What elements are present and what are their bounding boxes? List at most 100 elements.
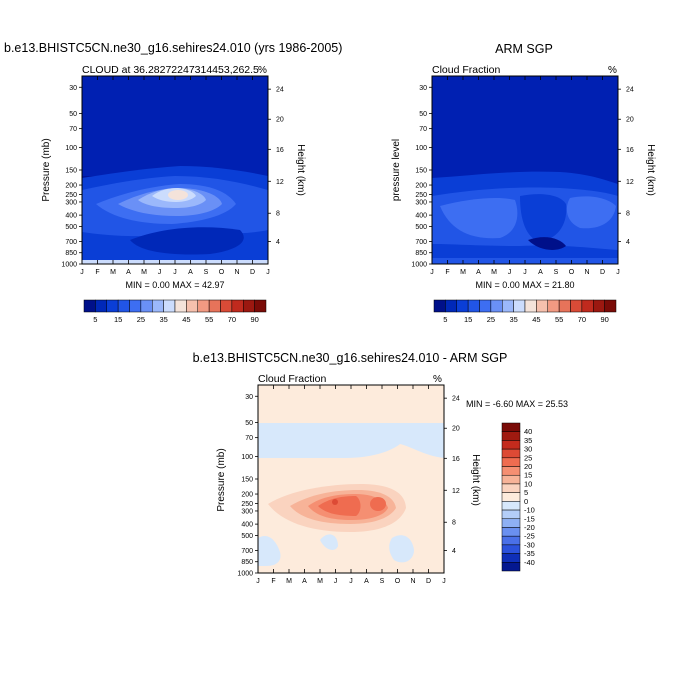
y-tick-label: 70 [419,126,427,133]
y-tick-label: 500 [415,224,427,231]
colorbar-label: 90 [250,315,258,324]
colorbar-label: 35 [509,315,517,324]
colorbar-swatch [501,527,521,537]
colorbar-label: 15 [464,315,472,324]
model-upper-field [82,76,268,176]
x-tick-label: S [380,578,385,585]
y-tick-label: 1000 [61,262,77,269]
obs-plot-area [431,75,619,265]
colorbar-swatch [479,299,492,313]
x-tick-label: F [95,269,99,276]
y2-tick-label: 16 [276,147,284,154]
x-tick-label: D [600,269,605,276]
colorbar-swatch [501,440,521,450]
colorbar-swatch [536,299,548,313]
colorbar-label: 25 [137,315,145,324]
colorbar-swatch [445,299,457,313]
x-tick-label: M [491,269,497,276]
y2-tick-label: 20 [626,117,634,124]
colorbar-swatch [129,299,142,313]
x-tick-label: O [395,578,401,585]
x-tick-label: J [158,269,162,276]
colorbar-label: 70 [578,315,586,324]
colorbar-label: 55 [205,315,213,324]
colorbar-swatch [95,299,107,313]
colorbar-label: 35 [159,315,167,324]
x-tick-label: M [317,578,323,585]
y2-tick-label: 24 [276,87,284,94]
x-tick-label: J [349,578,353,585]
colorbar-label: 55 [555,315,563,324]
colorbar-label: 40 [524,427,532,436]
y-tick-label: 300 [415,199,427,206]
y-tick-label: 500 [241,533,253,540]
x-tick-label: N [410,578,415,585]
colorbar-label: 5 [524,488,528,497]
y2-tick-label: 16 [452,456,460,463]
colorbar-swatch [501,553,521,563]
colorbar-label: 90 [600,315,608,324]
x-tick-label: J [334,578,338,585]
x-tick-label: J [616,269,620,276]
diff-negative-lower-left [258,535,281,566]
y-tick-label: 400 [65,213,77,220]
x-tick-label: A [188,269,193,276]
y-tick-label: 100 [415,145,427,152]
x-tick-label: M [460,269,466,276]
colorbar-swatch [140,299,153,313]
obs-contour-band-4 [566,196,616,229]
colorbar-swatch [467,299,480,313]
y-tick-label: 300 [241,508,253,515]
colorbar-label: 0 [524,497,528,506]
colorbar-swatch [501,501,521,511]
colorbar-swatch [197,299,210,313]
colorbar-swatch [433,299,446,313]
colorbar-label: 10 [524,479,532,488]
model-contour-peak [168,190,188,200]
colorbar-label: 35 [524,436,532,445]
y-tick-label: 200 [65,183,77,190]
y-tick-label: 200 [241,492,253,499]
colorbar-label: 25 [524,453,532,462]
colorbar-label: 45 [182,315,190,324]
diff-background-field [258,385,444,573]
diff-positive-band-4 [318,496,361,516]
colorbar-swatch [501,544,521,554]
colorbar-label: 5 [443,315,447,324]
x-tick-label: D [250,269,255,276]
y2-tick-label: 20 [276,117,284,124]
x-tick-label: F [271,578,275,585]
y-tick-label: 100 [65,145,77,152]
diff-negative-band [258,423,444,458]
colorbar-label: 15 [114,315,122,324]
y-tick-label: 100 [241,454,253,461]
colorbar-swatch [501,509,521,520]
x-tick-label: J [430,269,434,276]
x-tick-label: M [286,578,292,585]
diff-unit: % [433,374,442,385]
y-tick-label: 50 [419,111,427,118]
colorbar-swatch [501,562,521,572]
colorbar-swatch [501,474,521,485]
x-tick-label: J [256,578,260,585]
x-tick-label: A [538,269,543,276]
obs-contour-min [528,237,566,250]
obs-colorbar: 5 15 25 35 45 55 70 90 [433,299,617,324]
y-tick-label: 30 [419,85,427,92]
colorbar-swatch [174,299,187,313]
y-tick-label: 850 [241,559,253,566]
y2-tick-label: 8 [626,211,630,218]
x-tick-label: N [584,269,589,276]
diff-plot-area [257,384,445,574]
y2-tick-label: 4 [452,548,456,555]
colorbar-swatch [524,299,537,313]
x-tick-label: N [234,269,239,276]
colorbar-swatch [513,299,526,313]
colorbar-swatch [83,299,96,313]
y-tick-label: 850 [415,250,427,257]
y-tick-label: 50 [245,420,253,427]
y2-tick-label: 8 [452,520,456,527]
